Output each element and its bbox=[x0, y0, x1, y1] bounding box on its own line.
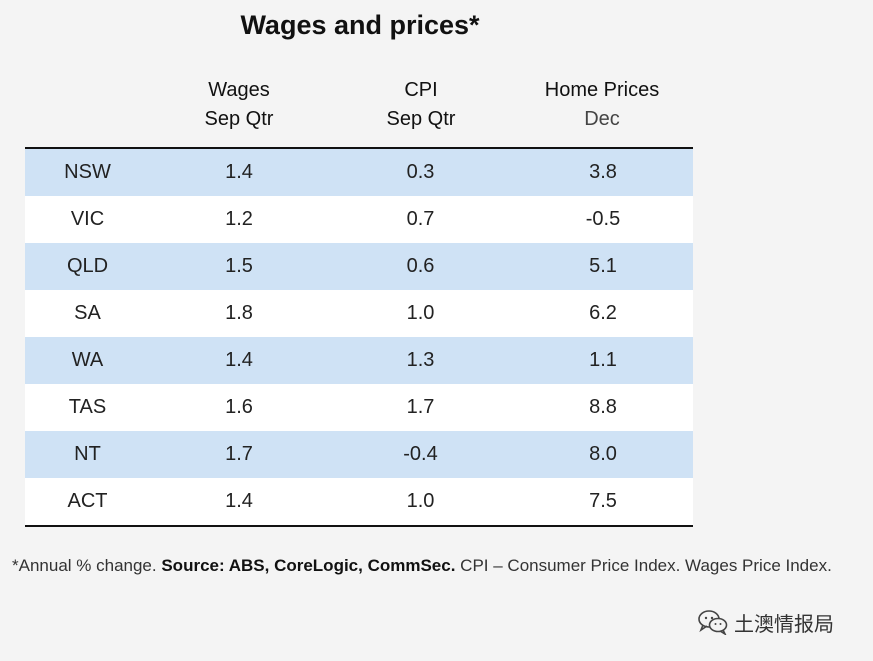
column-header-wages: Wages Sep Qtr bbox=[150, 76, 328, 134]
table-row: WA 1.4 1.3 1.1 bbox=[25, 337, 693, 384]
cell-wages: 1.2 bbox=[225, 208, 253, 230]
cell-cpi: 0.3 bbox=[406, 161, 435, 183]
cell-state: NT bbox=[74, 443, 101, 465]
cell-state: VIC bbox=[70, 208, 105, 230]
footnote-note: *Annual % change. bbox=[12, 556, 162, 575]
footnote-source: Source: ABS, CoreLogic, CommSec. bbox=[161, 556, 456, 575]
column-header-home-prices: Home Prices Dec bbox=[512, 76, 692, 134]
cell-cpi: 0.7 bbox=[406, 208, 435, 230]
table-row: SA 1.8 1.0 6.2 bbox=[25, 290, 693, 337]
footnote: *Annual % change. Source: ABS, CoreLogic… bbox=[12, 556, 873, 576]
cell-home: 6.2 bbox=[589, 302, 617, 324]
table-row: QLD 1.5 0.6 5.1 bbox=[25, 243, 693, 290]
column-header-cpi-label: CPI bbox=[404, 79, 438, 101]
column-header-wages-sublabel: Sep Qtr bbox=[204, 108, 274, 130]
cell-wages: 1.5 bbox=[225, 255, 253, 277]
cell-home: 5.1 bbox=[589, 255, 617, 277]
cell-wages: 1.6 bbox=[225, 396, 253, 418]
cell-home: -0.5 bbox=[585, 208, 621, 230]
column-header-cpi: CPI Sep Qtr bbox=[330, 76, 512, 134]
cell-home: 8.0 bbox=[589, 443, 617, 465]
cell-cpi: 1.7 bbox=[406, 396, 435, 418]
cell-cpi: 1.3 bbox=[406, 349, 435, 371]
cell-cpi: 1.0 bbox=[406, 490, 435, 512]
cell-cpi: -0.4 bbox=[403, 443, 438, 465]
cell-state: TAS bbox=[68, 396, 107, 418]
table-title: Wages and prices* bbox=[240, 10, 480, 40]
cell-state: SA bbox=[74, 302, 101, 324]
cell-home: 8.8 bbox=[589, 396, 617, 418]
column-header-home-sublabel: Dec bbox=[584, 108, 620, 130]
data-table: NSW 1.4 0.3 3.8 VIC 1.2 0.7 -0.5 QLD 1.5 0.6 5.1 SA 1… bbox=[25, 147, 693, 527]
cell-cpi: 1.0 bbox=[406, 302, 435, 324]
table-row: NSW 1.4 0.3 3.8 bbox=[25, 149, 693, 196]
cell-state: NSW bbox=[64, 161, 111, 183]
cell-state: ACT bbox=[67, 490, 108, 512]
cell-state: QLD bbox=[66, 255, 109, 277]
table-row: TAS 1.6 1.7 8.8 bbox=[25, 384, 693, 431]
cell-wages: 1.4 bbox=[225, 349, 253, 371]
cell-wages: 1.4 bbox=[225, 490, 253, 512]
wechat-icon bbox=[698, 609, 728, 635]
cell-wages: 1.7 bbox=[225, 443, 253, 465]
cell-home: 7.5 bbox=[589, 490, 617, 512]
cell-wages: 1.8 bbox=[225, 302, 253, 324]
table-row: NT 1.7 -0.4 8.0 bbox=[25, 431, 693, 478]
table-row: ACT 1.4 1.0 7.5 bbox=[25, 478, 693, 525]
cell-home: 3.8 bbox=[589, 161, 617, 183]
cell-state: WA bbox=[71, 349, 104, 371]
cell-cpi: 0.6 bbox=[406, 255, 435, 277]
cell-home: 1.1 bbox=[589, 349, 617, 371]
watermark: 土澳情报局 bbox=[698, 606, 834, 638]
table-row: VIC 1.2 0.7 -0.5 bbox=[25, 196, 693, 243]
column-header-wages-label: Wages bbox=[208, 79, 270, 101]
footnote-definitions: CPI – Consumer Price Index. Wages Price … bbox=[455, 556, 832, 575]
cell-wages: 1.4 bbox=[225, 161, 253, 183]
column-header-cpi-sublabel: Sep Qtr bbox=[386, 108, 456, 130]
column-header-home-label: Home Prices bbox=[544, 79, 660, 101]
watermark-text: 土澳情报局 bbox=[734, 613, 834, 636]
